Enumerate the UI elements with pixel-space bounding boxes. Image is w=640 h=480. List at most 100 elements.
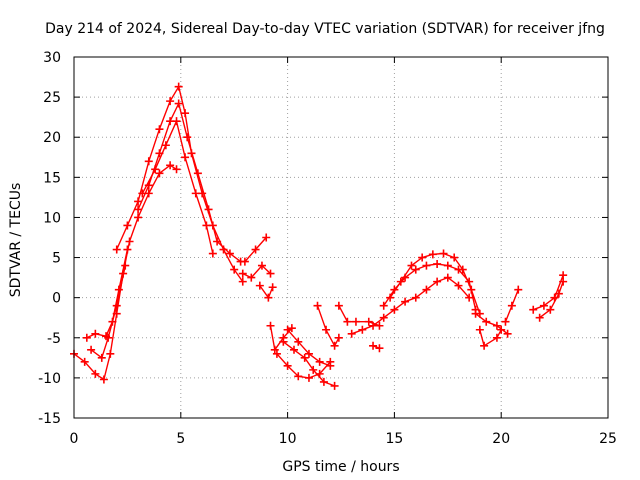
x-tick-label: 20 — [492, 431, 510, 447]
data-point-marker — [546, 305, 555, 314]
data-point-marker — [407, 261, 416, 270]
data-point-marker — [208, 249, 217, 258]
data-point-marker — [369, 321, 378, 330]
data-point-marker — [535, 313, 544, 322]
data-point-marker — [330, 381, 339, 390]
data-point-marker — [155, 125, 164, 134]
series-arc6 — [138, 117, 217, 258]
data-point-marker — [351, 317, 360, 326]
data-point-marker — [272, 349, 281, 358]
series-group — [70, 82, 568, 390]
series-line — [539, 281, 564, 319]
data-point-marker — [475, 325, 484, 334]
data-point-marker — [390, 305, 399, 314]
data-point-marker — [503, 329, 512, 338]
data-point-marker — [529, 305, 538, 314]
data-point-marker — [443, 273, 452, 282]
series-arc23 — [529, 271, 568, 314]
x-tick-label: 5 — [176, 431, 185, 447]
data-point-marker — [121, 261, 130, 270]
data-point-marker — [322, 325, 331, 334]
data-point-marker — [238, 277, 247, 286]
data-point-marker — [99, 375, 108, 384]
data-point-marker — [112, 301, 121, 310]
series-arc1 — [70, 161, 181, 384]
data-point-marker — [268, 283, 277, 292]
data-point-marker — [396, 277, 405, 286]
data-point-marker — [123, 221, 132, 230]
data-point-marker — [91, 329, 100, 338]
series-line — [73, 164, 177, 381]
data-point-marker — [343, 317, 352, 326]
data-point-marker — [181, 153, 190, 162]
data-point-marker — [458, 265, 467, 274]
x-tick-label: 25 — [599, 431, 617, 447]
series-arc13 — [283, 325, 335, 370]
axis-ticks: 0 5 10 15 20 25 -15 -10 -5 0 5 10 15 20 25 30 — [38, 50, 617, 447]
chart-title: Day 214 of 2024, Sidereal Day-to-day VTE… — [45, 21, 605, 37]
data-point-marker — [334, 301, 343, 310]
data-point-marker — [539, 301, 548, 310]
data-point-marker — [326, 361, 335, 370]
data-point-marker — [319, 377, 328, 386]
series-arc4 — [112, 82, 247, 286]
data-point-marker — [225, 249, 234, 258]
data-point-marker — [304, 373, 313, 382]
y-tick-label: 30 — [43, 50, 61, 66]
series-arc2 — [82, 245, 132, 342]
data-point-marker — [411, 293, 420, 302]
data-point-marker — [279, 337, 288, 346]
y-tick-label: 5 — [52, 251, 61, 267]
data-point-marker — [97, 353, 106, 362]
data-point-marker — [240, 257, 249, 266]
series-line — [276, 353, 331, 379]
data-point-marker — [492, 321, 501, 330]
data-point-marker — [238, 269, 247, 278]
data-point-marker — [266, 321, 275, 330]
data-point-marker — [501, 317, 510, 326]
y-tick-label: 10 — [43, 210, 61, 226]
data-point-marker — [125, 237, 134, 246]
series-arc24 — [535, 277, 568, 322]
data-point-marker — [309, 365, 318, 374]
data-point-marker — [480, 341, 489, 350]
data-point-marker — [454, 281, 463, 290]
data-point-marker — [161, 141, 170, 150]
data-point-marker — [247, 273, 256, 282]
data-point-marker — [401, 297, 410, 306]
data-point-marker — [315, 357, 324, 366]
series-line — [532, 274, 564, 311]
data-point-marker — [471, 309, 480, 318]
data-point-marker — [257, 261, 266, 270]
series-line — [479, 329, 502, 347]
data-point-marker — [166, 97, 175, 106]
data-point-marker — [193, 169, 202, 178]
data-point-marker — [112, 245, 121, 254]
data-point-marker — [369, 341, 378, 350]
y-tick-label: -5 — [47, 331, 61, 347]
data-point-marker — [82, 333, 91, 342]
data-point-marker — [230, 265, 239, 274]
x-tick-label: 10 — [279, 431, 297, 447]
data-point-marker — [294, 337, 303, 346]
data-point-marker — [379, 301, 388, 310]
data-point-marker — [482, 317, 491, 326]
data-point-marker — [134, 213, 143, 222]
data-point-marker — [364, 317, 373, 326]
y-tick-label: 25 — [43, 90, 61, 106]
data-point-marker — [251, 245, 260, 254]
series-line — [137, 102, 242, 263]
data-point-marker — [183, 133, 192, 142]
data-point-marker — [294, 372, 303, 381]
data-point-marker — [465, 293, 474, 302]
x-tick-label: 15 — [385, 431, 403, 447]
data-point-marker — [443, 261, 452, 270]
data-point-marker — [559, 277, 568, 286]
data-point-marker — [266, 269, 275, 278]
data-point-marker — [450, 253, 459, 262]
data-point-marker — [174, 82, 183, 91]
data-point-marker — [255, 281, 264, 290]
series-arc16 — [369, 341, 384, 353]
series-arc11 — [272, 349, 335, 382]
